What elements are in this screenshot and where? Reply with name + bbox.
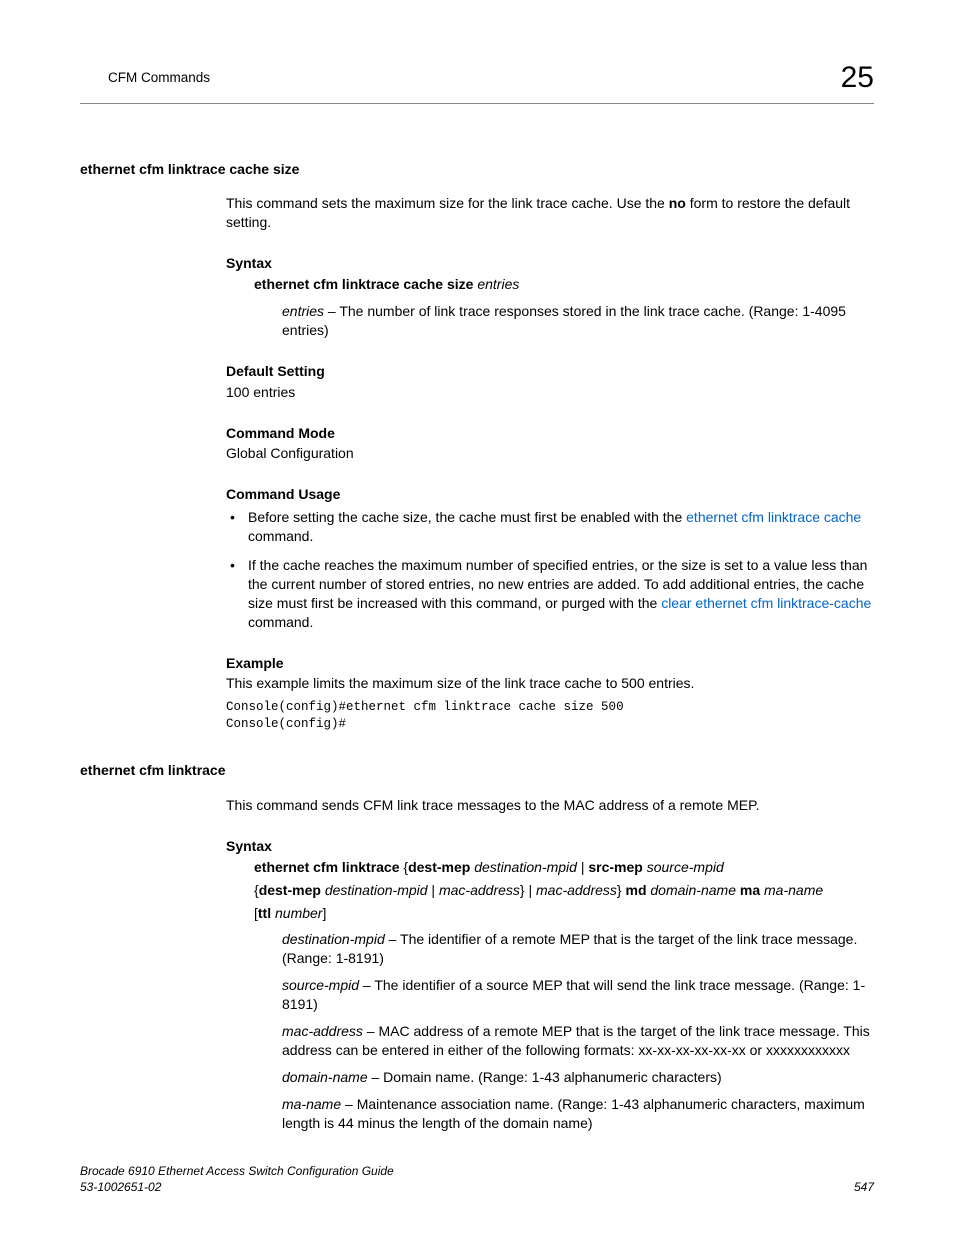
s-domname: domain-name	[650, 882, 736, 898]
syntax-block-2: ethernet cfm linktrace {dest-mep destina…	[254, 858, 874, 1133]
chapter-number: 25	[841, 58, 874, 99]
s-md: md	[626, 882, 647, 898]
s-l3-close: ]	[322, 905, 326, 921]
example-heading: Example	[226, 654, 874, 673]
s-mac2: mac-address	[536, 882, 617, 898]
usage2-link[interactable]: clear ethernet cfm linktrace-cache	[661, 595, 871, 611]
param-name: entries	[282, 303, 324, 319]
footer-doc-id: 53-1002651-02	[80, 1179, 394, 1195]
param-domname: domain-name – Domain name. (Range: 1-43 …	[282, 1068, 874, 1087]
usage1-before: Before setting the cache size, the cache…	[248, 509, 686, 525]
param-maname: ma-name – Maintenance association name. …	[282, 1095, 874, 1133]
default-heading: Default Setting	[226, 362, 874, 381]
s-ma: ma	[740, 882, 760, 898]
s-pipe1: |	[577, 859, 588, 875]
s-destmpid: destination-mpid	[474, 859, 577, 875]
footer-doc-title: Brocade 6910 Ethernet Access Switch Conf…	[80, 1163, 394, 1179]
s-srcmep: src-mep	[588, 859, 642, 875]
usage1-link[interactable]: ethernet cfm linktrace cache	[686, 509, 861, 525]
p-destmpid: destination-mpid	[282, 931, 385, 947]
usage-list: Before setting the cache size, the cache…	[226, 508, 874, 631]
s-destmep2: dest-mep	[259, 882, 321, 898]
example-code: Console(config)#ethernet cfm linktrace c…	[226, 699, 874, 733]
section2-description: This command sends CFM link trace messag…	[226, 796, 874, 815]
syntax-heading: Syntax	[226, 254, 874, 273]
p-maname-desc: – Maintenance association name. (Range: …	[282, 1096, 865, 1131]
usage-item-2: If the cache reaches the maximum number …	[226, 556, 874, 632]
param-desc: – The number of link trace responses sto…	[282, 303, 846, 338]
syntax-heading-2: Syntax	[226, 837, 874, 856]
mode-heading: Command Mode	[226, 424, 874, 443]
syntax-param: entries	[477, 276, 519, 292]
section2-body: This command sends CFM link trace messag…	[226, 796, 874, 1132]
default-value: 100 entries	[226, 383, 874, 402]
s-srcmpid: source-mpid	[647, 859, 724, 875]
s-pipe2: |	[428, 882, 439, 898]
mode-value: Global Configuration	[226, 444, 874, 463]
syntax2-line1: ethernet cfm linktrace {dest-mep destina…	[254, 858, 874, 877]
footer-page-number: 547	[854, 1179, 874, 1195]
page-header: CFM Commands 25	[80, 58, 874, 104]
page-footer: Brocade 6910 Ethernet Access Switch Conf…	[80, 1163, 874, 1195]
syntax2-line3: [ttl number]	[254, 904, 874, 923]
syntax-cmd: ethernet cfm linktrace cache size	[254, 276, 473, 292]
syntax-line: ethernet cfm linktrace cache size entrie…	[254, 275, 874, 294]
param-destmpid: destination-mpid – The identifier of a r…	[282, 930, 874, 968]
param-srcmpid: source-mpid – The identifier of a source…	[282, 976, 874, 1014]
s-maname: ma-name	[764, 882, 823, 898]
header-section-title: CFM Commands	[80, 69, 210, 87]
p-macaddr-desc: – MAC address of a remote MEP that is th…	[282, 1023, 870, 1058]
s-brace-close2: }	[617, 882, 622, 898]
command-title-2: ethernet cfm linktrace	[80, 761, 874, 780]
syntax2-line2: {dest-mep destination-mpid | mac-address…	[254, 881, 874, 900]
p-macaddr: mac-address	[282, 1023, 363, 1039]
p-domname-desc: – Domain name. (Range: 1-43 alphanumeric…	[368, 1069, 722, 1085]
s-destmep: dest-mep	[408, 859, 470, 875]
s-brace: {	[400, 859, 409, 875]
usage-heading: Command Usage	[226, 485, 874, 504]
s-cmd: ethernet cfm linktrace	[254, 859, 400, 875]
footer-left: Brocade 6910 Ethernet Access Switch Conf…	[80, 1163, 394, 1195]
usage1-after: command.	[248, 528, 313, 544]
s-mac1: mac-address	[439, 882, 520, 898]
section1-description: This command sets the maximum size for t…	[226, 194, 874, 232]
p-maname: ma-name	[282, 1096, 341, 1112]
page-content: ethernet cfm linktrace cache size This c…	[80, 160, 874, 1133]
param-macaddr: mac-address – MAC address of a remote ME…	[282, 1022, 874, 1060]
example-text: This example limits the maximum size of …	[226, 674, 874, 693]
syntax-block: ethernet cfm linktrace cache size entrie…	[254, 275, 874, 340]
p-srcmpid-desc: – The identifier of a source MEP that wi…	[282, 977, 865, 1012]
s-destmpid2: destination-mpid	[325, 882, 428, 898]
command-title-1: ethernet cfm linktrace cache size	[80, 160, 874, 179]
s-ttl: ttl	[258, 905, 271, 921]
param-entries: entries – The number of link trace respo…	[282, 302, 874, 340]
section1-body: This command sets the maximum size for t…	[226, 194, 874, 733]
s-pipe3: |	[525, 882, 536, 898]
usage-item-1: Before setting the cache size, the cache…	[226, 508, 874, 546]
s-number: number	[275, 905, 322, 921]
desc-text-before: This command sets the maximum size for t…	[226, 195, 669, 211]
p-srcmpid: source-mpid	[282, 977, 359, 993]
usage2-after: command.	[248, 614, 313, 630]
no-keyword: no	[669, 195, 686, 211]
p-domname: domain-name	[282, 1069, 368, 1085]
